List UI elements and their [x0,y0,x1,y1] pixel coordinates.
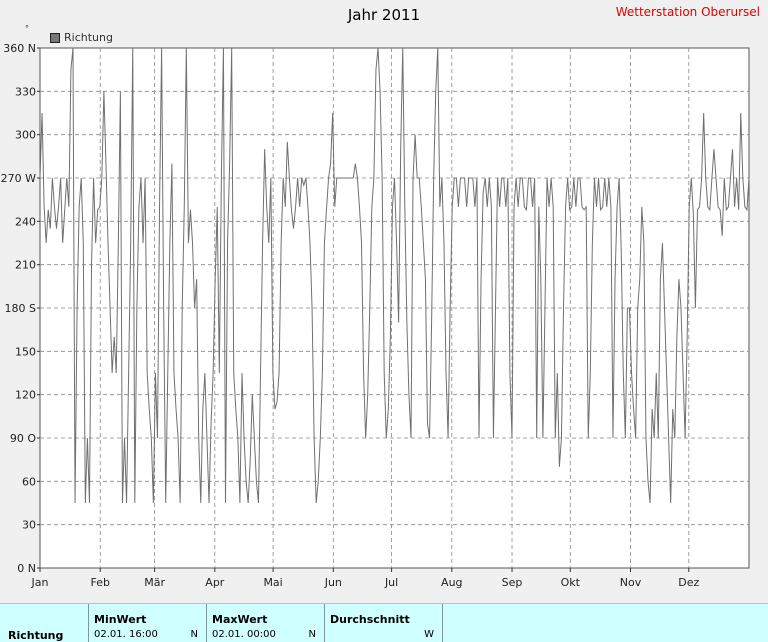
legend-label: Richtung [64,31,113,44]
station-label: Wetterstation Oberursel [615,5,760,19]
x-tick-label-5: Jun [324,576,342,589]
stats-row-label-column: Richtung [0,604,89,642]
y-axis-unit: ° [25,24,29,33]
stats-avg-column: Durchschnitt W [324,604,443,642]
stats-min-date: 02.01. 16:00 [94,629,158,640]
x-tick-label-8: Sep [502,576,523,589]
legend-swatch [50,32,60,43]
x-tick-label-0: Jan [31,576,49,589]
stats-avg-header: Durchschnitt [330,613,410,626]
stats-min-header: MinWert [94,613,147,626]
x-tick-label-7: Aug [441,576,462,589]
x-tick-label-1: Feb [90,576,109,589]
y-tick-label-240: 240 [15,215,36,228]
stats-max-column: MaxWert 02.01. 00:00 N [206,604,325,642]
y-tick-label-330: 330 [15,85,36,98]
x-tick-label-11: Dez [678,576,699,589]
legend: Richtung [50,31,113,44]
x-axis: Jan Feb Mär Apr Mai Jun Jul Aug Sep Okt Nov Dez [31,568,700,589]
stats-min-column: MinWert 02.01. 16:00 N [88,604,207,642]
stats-row-label: Richtung [8,629,64,642]
y-tick-label-30: 30 [22,519,36,532]
y-tick-label-300: 300 [15,129,36,142]
y-tick-label-90: 90 O [10,432,36,445]
x-tick-label-10: Nov [620,576,642,589]
stats-max-date: 02.01. 00:00 [212,629,276,640]
x-tick-label-3: Apr [205,576,225,589]
stats-bar: Richtung MinWert 02.01. 16:00 N MaxWert … [0,603,768,642]
x-tick-label-9: Okt [561,576,581,589]
series-line-richtung [39,47,750,504]
y-axis: 0 N 30 60 90 O 120 150 180 S 210 240 270 W 300 330 3… [1,42,40,575]
y-tick-label-150: 150 [15,345,36,358]
y-tick-label-0: 0 N [17,562,36,575]
stats-avg-direction: W [424,629,434,640]
y-tick-label-180: 180 S [5,302,36,315]
x-tick-label-2: Mär [144,576,165,589]
y-tick-label-120: 120 [15,389,36,402]
y-tick-label-270: 270 W [1,172,36,185]
y-tick-label-360: 360 N [3,42,36,55]
x-tick-label-4: Mai [263,576,282,589]
chart-title: Jahr 2011 [347,6,421,24]
x-tick-label-6: Jul [384,576,398,589]
stats-max-direction: N [308,629,316,640]
y-tick-label-60: 60 [22,475,36,488]
direction-chart: 0 N 30 60 90 O 120 150 180 S 210 240 270 W 300 330 3… [1,42,750,589]
stats-max-header: MaxWert [212,613,268,626]
series-layer [39,47,750,504]
y-tick-label-210: 210 [15,259,36,272]
stats-min-direction: N [190,629,198,640]
